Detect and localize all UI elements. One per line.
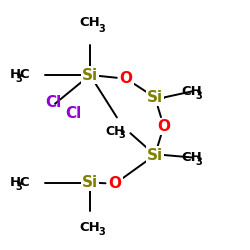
Text: O: O bbox=[157, 119, 170, 134]
Text: C: C bbox=[19, 176, 28, 189]
Text: O: O bbox=[120, 71, 133, 86]
Text: C: C bbox=[19, 68, 28, 82]
Text: Si: Si bbox=[147, 90, 163, 105]
Text: Si: Si bbox=[82, 68, 98, 82]
Text: CH: CH bbox=[105, 125, 124, 138]
Text: Cl: Cl bbox=[66, 106, 82, 121]
Text: 3: 3 bbox=[16, 182, 22, 192]
Text: 3: 3 bbox=[98, 227, 105, 237]
Text: Cl: Cl bbox=[46, 95, 62, 110]
Text: CH: CH bbox=[80, 16, 100, 29]
Text: CH: CH bbox=[80, 221, 100, 234]
Text: H: H bbox=[10, 68, 21, 82]
Text: 3: 3 bbox=[196, 91, 202, 101]
Text: H: H bbox=[10, 176, 21, 189]
Text: Si: Si bbox=[147, 148, 163, 162]
Text: 3: 3 bbox=[98, 24, 105, 34]
Text: O: O bbox=[108, 176, 122, 191]
Text: 3: 3 bbox=[196, 157, 202, 167]
Text: CH: CH bbox=[181, 85, 202, 98]
Text: CH: CH bbox=[181, 151, 202, 164]
Text: 3: 3 bbox=[16, 74, 22, 85]
Text: Si: Si bbox=[82, 175, 98, 190]
Text: 3: 3 bbox=[118, 130, 125, 140]
